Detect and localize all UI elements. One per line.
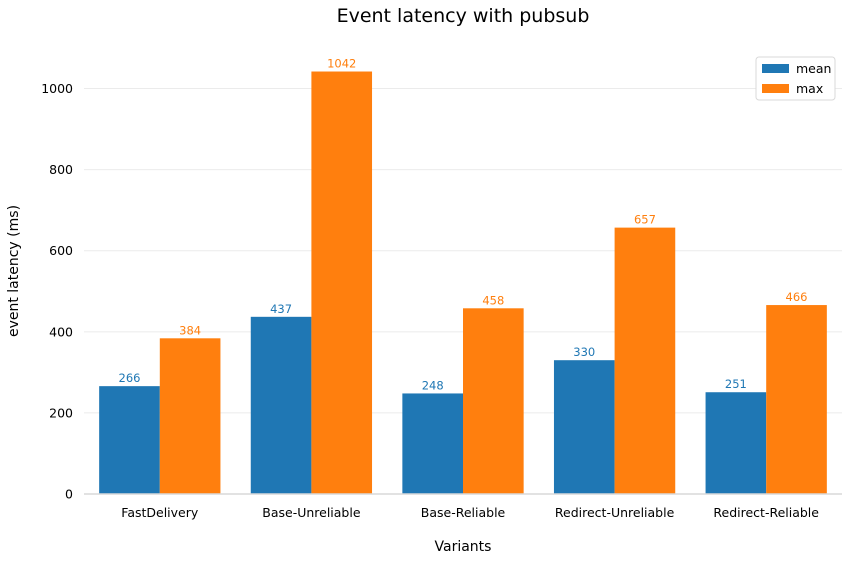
bar-mean <box>553 360 615 494</box>
data-label-mean: 251 <box>725 377 747 391</box>
bar-max <box>159 338 221 494</box>
y-tick-label: 600 <box>49 243 73 258</box>
data-label-mean: 437 <box>270 302 292 316</box>
bar-max <box>463 308 524 494</box>
bars <box>99 71 827 495</box>
bar-mean <box>99 386 160 494</box>
legend-swatch-max <box>762 84 789 93</box>
bar-max <box>766 305 827 494</box>
data-label-mean: 248 <box>422 378 444 392</box>
data-label-max: 1042 <box>327 57 356 71</box>
chart-title: Event latency with pubsub <box>337 5 590 27</box>
legend-label-mean: mean <box>796 61 831 76</box>
y-tick-label: 800 <box>49 162 73 177</box>
x-axis-ticks: FastDelivery Base-Unreliable Base-Reliable… <box>121 505 819 520</box>
bar-mean <box>705 392 767 494</box>
data-label-mean: 330 <box>573 345 595 359</box>
data-label-max: 657 <box>634 213 656 227</box>
x-tick-label: Base-Reliable <box>421 505 506 520</box>
x-tick-label: Redirect-Reliable <box>713 505 819 520</box>
x-tick-label: Redirect-Unreliable <box>555 505 675 520</box>
bar-max <box>614 227 676 494</box>
y-tick-label: 400 <box>49 324 73 339</box>
y-tick-label: 200 <box>49 405 73 420</box>
bar-mean <box>402 393 463 494</box>
y-tick-label: 1000 <box>41 81 73 96</box>
data-label-max: 466 <box>786 290 808 304</box>
legend: mean max <box>755 56 836 101</box>
y-axis-ticks: 0 200 400 600 800 1000 <box>41 81 73 501</box>
legend-label-max: max <box>796 81 823 96</box>
data-label-max: 458 <box>482 293 504 307</box>
x-tick-label: FastDelivery <box>121 505 199 520</box>
data-label-mean: 266 <box>119 371 141 385</box>
legend-swatch-mean <box>762 64 789 73</box>
data-label-max: 384 <box>179 323 201 337</box>
x-tick-label: Base-Unreliable <box>262 505 361 520</box>
x-axis-label: Variants <box>435 539 492 555</box>
data-labels: 266 384 437 1042 248 458 330 657 251 466 <box>119 57 808 393</box>
bar-max <box>311 71 373 495</box>
y-tick-label: 0 <box>65 487 73 502</box>
y-axis-label: event latency (ms) <box>6 205 22 337</box>
bar-mean <box>250 316 312 494</box>
